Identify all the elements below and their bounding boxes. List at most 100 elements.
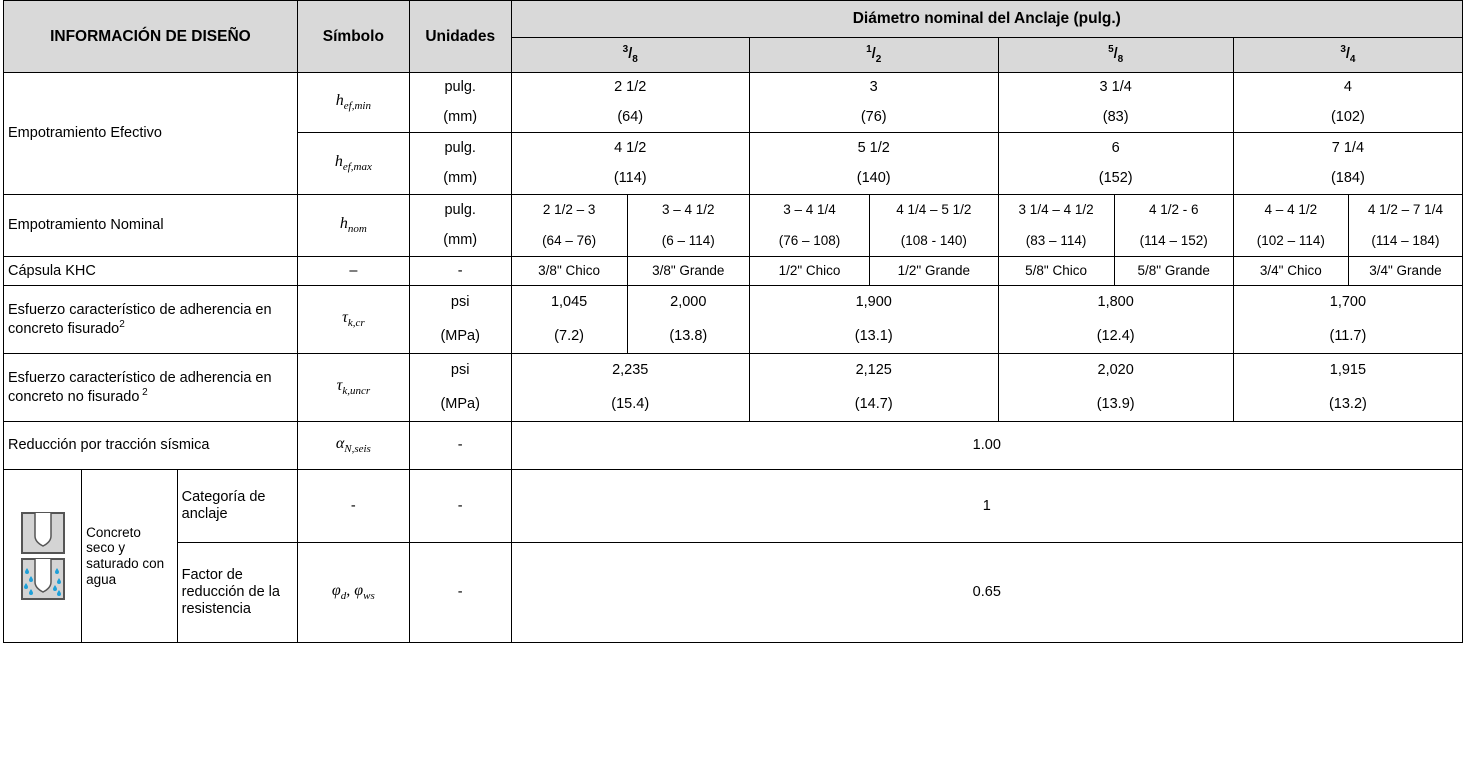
capsule-label: Cápsula KHC: [3, 256, 298, 286]
capsule-cell: 3/8" Grande: [626, 256, 750, 286]
value-cell: (108 - 140): [869, 225, 999, 257]
value-cell: 3 1/4: [997, 72, 1234, 103]
value-cell: 1,800: [997, 285, 1234, 320]
category-symbol: -: [296, 469, 410, 543]
concrete-condition: Concreto seco y saturado con agua: [81, 469, 178, 643]
unit-psi: psi: [408, 285, 512, 320]
value-cell: (76): [748, 102, 999, 133]
symbol-header: Símbolo: [296, 0, 410, 73]
unit-in: pulg.: [408, 194, 512, 226]
value-cell: 3: [748, 72, 999, 103]
value-cell: (102 – 114): [1232, 225, 1349, 257]
value-cell: (13.9): [997, 387, 1234, 422]
value-cell: 7 1/4: [1232, 132, 1464, 164]
dry-concrete-icon: [20, 512, 65, 554]
unit-mpa: (MPa): [408, 319, 512, 354]
value-cell: (76 – 108): [748, 225, 871, 257]
value-cell: (114 – 184): [1347, 225, 1464, 257]
value-cell: 4 1/2 – 7 1/4: [1347, 194, 1464, 226]
unit-mm: (mm): [408, 102, 512, 133]
value-cell: (152): [997, 163, 1234, 195]
units-header: Unidades: [408, 0, 512, 73]
value-cell: (114 – 152): [1113, 225, 1234, 257]
unit-mm: (mm): [408, 163, 512, 195]
category-value: 1: [510, 469, 1464, 543]
capsule-unit: -: [408, 256, 512, 286]
effective-embedment-label: Empotramiento Efectivo: [3, 72, 298, 195]
capsule-cell: 3/4" Grande: [1347, 256, 1464, 286]
value-cell: 1,700: [1232, 285, 1464, 320]
factor-value: 0.65: [510, 542, 1464, 643]
value-cell: 2,125: [748, 353, 999, 388]
value-cell: (7.2): [510, 319, 628, 354]
value-cell: 3 – 4 1/2: [626, 194, 750, 226]
concrete-icons-cell: [2, 469, 83, 643]
hnom-symbol: hnom: [296, 194, 410, 257]
value-cell: (184): [1232, 163, 1464, 195]
value-cell: 4 1/2 - 6: [1113, 194, 1234, 226]
value-cell: 4: [1232, 72, 1464, 103]
design-info-header: INFORMACIÓN DE DISEÑO: [3, 0, 298, 73]
capsule-cell: 3/8" Chico: [510, 256, 628, 286]
bond-cracked-label: Esfuerzo característico de adherencia en…: [3, 285, 298, 354]
size-header-1-2: 1/2: [748, 37, 999, 73]
category-label: Categoría de anclaje: [176, 469, 298, 543]
capsule-cell: 1/2" Chico: [748, 256, 871, 286]
value-cell: (13.2): [1232, 387, 1464, 422]
capsule-cell: 3/4" Chico: [1232, 256, 1349, 286]
size-header-3-8: 3/8: [510, 37, 750, 73]
value-cell: 2,000: [626, 285, 750, 320]
seismic-value: 1.00: [510, 421, 1464, 470]
phi-symbol: φd, φws: [296, 542, 410, 643]
capsule-cell: 5/8" Chico: [997, 256, 1115, 286]
value-cell: 1,900: [748, 285, 999, 320]
diameter-header: Diámetro nominal del Anclaje (pulg.): [510, 0, 1464, 38]
size-header-3-4: 3/4: [1232, 37, 1464, 73]
nominal-embedment-label: Empotramiento Nominal: [3, 194, 298, 257]
size-header-5-8: 5/8: [997, 37, 1234, 73]
value-cell: (102): [1232, 102, 1464, 133]
factor-unit: -: [408, 542, 512, 643]
value-cell: 4 – 4 1/2: [1232, 194, 1349, 226]
value-cell: (83 – 114): [997, 225, 1115, 257]
unit-mpa: (MPa): [408, 387, 512, 422]
tau-kcr-symbol: τk,cr: [296, 285, 410, 354]
value-cell: (64): [510, 102, 750, 133]
value-cell: 2 1/2 – 3: [510, 194, 628, 226]
value-cell: (13.8): [626, 319, 750, 354]
tau-kuncr-symbol: τk,uncr: [296, 353, 410, 422]
hef-min-symbol: hef,min: [296, 72, 410, 133]
design-table: INFORMACIÓN DE DISEÑO Símbolo Unidades D…: [2, 0, 1464, 643]
value-cell: (15.4): [510, 387, 750, 422]
value-cell: 1,045: [510, 285, 628, 320]
value-cell: (6 – 114): [626, 225, 750, 257]
seismic-label: Reducción por tracción sísmica: [3, 421, 298, 470]
value-cell: 2,235: [510, 353, 750, 388]
value-cell: 2,020: [997, 353, 1234, 388]
factor-label: Factor de reducción de la resistencia: [176, 542, 298, 643]
value-cell: (64 – 76): [510, 225, 628, 257]
alpha-seis-symbol: αN,seis: [296, 421, 410, 470]
value-cell: (11.7): [1232, 319, 1464, 354]
bond-uncracked-label: Esfuerzo característico de adherencia en…: [3, 353, 298, 422]
unit-mm: (mm): [408, 225, 512, 257]
value-cell: (12.4): [997, 319, 1234, 354]
hef-max-symbol: hef,max: [296, 132, 410, 195]
seismic-unit: -: [408, 421, 512, 470]
unit-in: pulg.: [408, 72, 512, 103]
value-cell: 5 1/2: [748, 132, 999, 164]
value-cell: 1,915: [1232, 353, 1464, 388]
value-cell: 4 1/2: [510, 132, 750, 164]
capsule-cell: 1/2" Grande: [869, 256, 999, 286]
value-cell: 3 1/4 – 4 1/2: [997, 194, 1115, 226]
value-cell: (13.1): [748, 319, 999, 354]
unit-psi: psi: [408, 353, 512, 388]
value-cell: 2 1/2: [510, 72, 750, 103]
value-cell: 3 – 4 1/4: [748, 194, 871, 226]
value-cell: (140): [748, 163, 999, 195]
value-cell: (83): [997, 102, 1234, 133]
value-cell: 6: [997, 132, 1234, 164]
category-unit: -: [408, 469, 512, 543]
water-saturated-concrete-icon: [20, 558, 65, 600]
value-cell: (114): [510, 163, 750, 195]
